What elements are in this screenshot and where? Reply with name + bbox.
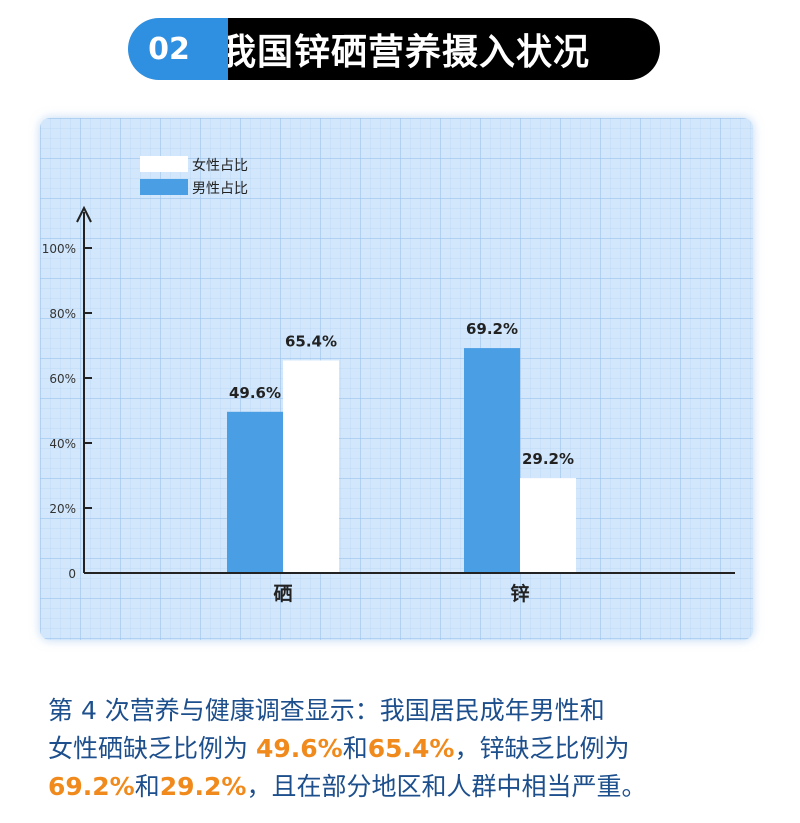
section-number-badge: 02: [128, 18, 228, 80]
bar-male: [464, 348, 520, 573]
y-axis-arrow: [76, 205, 92, 223]
caption-value: 69.2%: [48, 772, 135, 801]
x-tick-label: 硒: [273, 583, 292, 605]
y-tick-label: 40%: [49, 437, 76, 451]
x-axis: 硒锌: [84, 572, 735, 605]
caption-value: 29.2%: [159, 772, 247, 801]
caption-text: 和: [342, 734, 368, 763]
legend-label: 男性占比: [192, 181, 248, 197]
caption-line-1: 第 4 次营养与健康调查显示：我国居民成年男性和: [48, 696, 605, 725]
chart-panel: [40, 118, 753, 640]
legend-label: 女性占比: [192, 157, 248, 174]
caption-text: 女性硒缺乏比例为: [48, 734, 256, 763]
legend-swatch: [140, 156, 188, 172]
bar-male: [227, 411, 283, 573]
legend-swatch: [140, 179, 188, 195]
caption-text: ，且在部分地区和人群中相当严重。: [246, 772, 647, 801]
caption-value: 49.6%: [255, 734, 343, 763]
x-tick-label: 锌: [510, 582, 529, 605]
caption-text: 和: [134, 772, 160, 801]
caption-text: ，锌缺乏比例为: [454, 734, 630, 763]
section-header: 我国锌硒营养摄入状况 02: [128, 18, 660, 80]
bar-female: [520, 478, 576, 573]
bar-series: 49.6% 65.4% 69.2% 29.2%: [227, 320, 576, 573]
section-title: 我国锌硒营养摄入状况: [200, 18, 660, 80]
data-label: 65.4%: [285, 332, 337, 350]
caption-value: 65.4%: [367, 734, 455, 763]
bar-female: [283, 360, 339, 573]
y-tick-label: 60%: [49, 372, 76, 386]
y-axis: 0 20% 40% 60% 80% 100%: [42, 205, 92, 581]
data-label: 49.6%: [229, 384, 281, 402]
data-label: 69.2%: [466, 320, 518, 338]
y-tick-label: 0: [68, 567, 76, 581]
chart-caption: 第 4 次营养与健康调查显示：我国居民成年男性和 女性硒缺乏比例为 49.6%和…: [48, 692, 768, 806]
y-tick-label: 20%: [49, 502, 76, 516]
y-tick-label: 100%: [42, 242, 76, 256]
y-tick-label: 80%: [49, 307, 76, 321]
data-label: 29.2%: [522, 450, 574, 468]
